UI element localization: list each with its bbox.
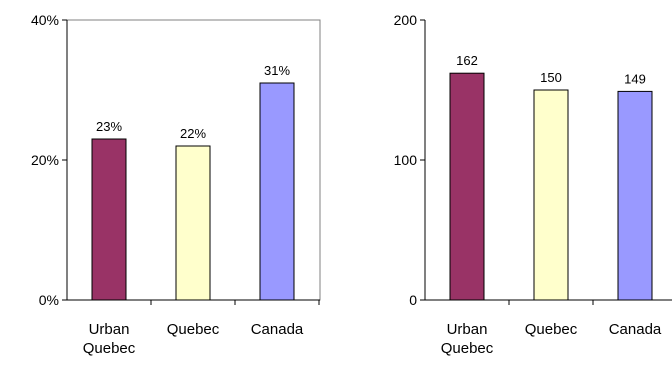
bar-2: [175, 145, 211, 301]
data-label: 162: [456, 53, 478, 68]
category-label: Urban Quebec: [83, 321, 136, 357]
category-label: Canada: [251, 321, 304, 338]
y-tick-label: 40%: [31, 12, 59, 28]
category-label-line: Urban: [447, 321, 488, 338]
chart-2: 0 100 200 162 Urban Quebec 150 Quebec 149 Canada: [394, 12, 672, 357]
category-label: Quebec: [167, 321, 220, 338]
category-label-line: Canada: [251, 321, 304, 338]
data-label: 22%: [180, 126, 206, 141]
category-label: Canada: [609, 321, 662, 338]
category-label-line: Quebec: [167, 321, 220, 338]
category-label-line: Canada: [609, 321, 662, 338]
category-label-line: Quebec: [441, 340, 494, 357]
y-tick-label: 100: [394, 152, 418, 168]
category-label-line: Urban: [89, 321, 130, 338]
y-tick-label: 0%: [39, 292, 59, 308]
y-tick-label: 0: [409, 292, 417, 308]
category-label: Urban Quebec: [441, 321, 494, 357]
category-label-line: Quebec: [525, 321, 578, 338]
bar-2: [533, 89, 569, 301]
bar-1: [91, 138, 127, 301]
bar-1: [449, 72, 485, 301]
y-tick-label: 20%: [31, 152, 59, 168]
category-label: Quebec: [525, 321, 578, 338]
category-label-line: Quebec: [83, 340, 136, 357]
data-label: 150: [540, 70, 562, 85]
data-label: 149: [624, 71, 646, 86]
data-label: 23%: [96, 119, 122, 134]
bar-3: [259, 82, 295, 301]
data-label: 31%: [264, 63, 290, 78]
y-tick-label: 200: [394, 12, 418, 28]
chart-1: 0% 20% 40% 23% Urban Quebec 22% Quebec 31% Canada: [31, 12, 321, 357]
bar-3: [617, 90, 653, 301]
